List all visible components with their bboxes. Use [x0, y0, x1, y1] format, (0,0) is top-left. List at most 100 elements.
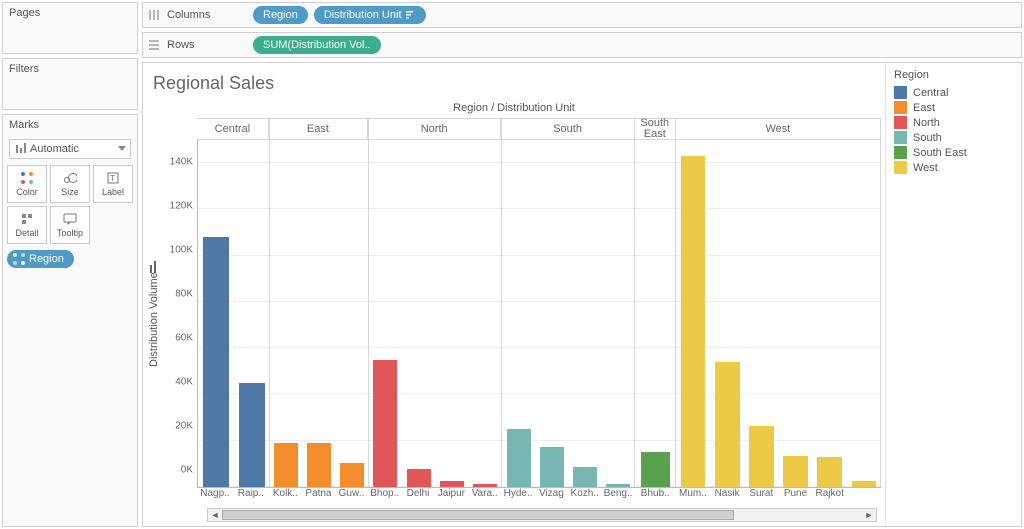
- color-icon: [20, 171, 34, 185]
- legend-item[interactable]: West: [894, 160, 1013, 175]
- x-label: Bhop..: [370, 488, 399, 499]
- scroll-right-button[interactable]: ►: [862, 509, 876, 521]
- legend-item[interactable]: North: [894, 115, 1013, 130]
- svg-text:T: T: [110, 174, 115, 183]
- legend-swatch: [894, 146, 907, 159]
- y-tick: 120K: [170, 201, 193, 212]
- y-tick: 20K: [175, 421, 193, 432]
- legend-title: Region: [894, 69, 1013, 81]
- columns-shelf[interactable]: Columns Region Distribution Unit: [142, 2, 1022, 28]
- rows-shelf[interactable]: Rows SUM(Distribution Vol..: [142, 32, 1022, 58]
- legend-item[interactable]: Central: [894, 85, 1013, 100]
- mark-size-button[interactable]: Size: [50, 165, 90, 203]
- x-label: Mum..: [679, 488, 707, 499]
- x-label: Rajkot: [816, 488, 844, 499]
- bar[interactable]: [852, 481, 877, 487]
- marks-type-value: Automatic: [30, 143, 79, 155]
- bar[interactable]: [203, 237, 229, 487]
- legend-item[interactable]: East: [894, 100, 1013, 115]
- row-pill-sum-distribution[interactable]: SUM(Distribution Vol..: [253, 36, 381, 54]
- x-label: Nagp..: [200, 488, 229, 499]
- bar[interactable]: [641, 452, 670, 487]
- bar[interactable]: [407, 469, 431, 488]
- h-scrollbar[interactable]: ◄ ►: [207, 508, 877, 522]
- main-area: Columns Region Distribution Unit Rows SU…: [140, 0, 1024, 529]
- chart-body: Distribution Volume 0K20K40K60K80K100K12…: [147, 118, 881, 506]
- mark-detail-button[interactable]: Detail: [7, 206, 47, 244]
- legend-swatch: [894, 86, 907, 99]
- tooltip-icon: [63, 212, 77, 226]
- viz-area: Regional Sales Region / Distribution Uni…: [142, 62, 1022, 527]
- bar[interactable]: [373, 360, 397, 487]
- col-pill-distribution-unit[interactable]: Distribution Unit: [314, 6, 426, 24]
- bar[interactable]: [573, 467, 597, 487]
- legend-swatch: [894, 161, 907, 174]
- x-label: Kozh..: [571, 488, 599, 499]
- legend-item[interactable]: South East: [894, 145, 1013, 160]
- columns-icon: [147, 9, 161, 21]
- legend-item[interactable]: South: [894, 130, 1013, 145]
- legend-label: South: [913, 132, 942, 144]
- rows-label: Rows: [167, 39, 247, 51]
- y-axis-label: Distribution Volume: [147, 118, 161, 506]
- bar[interactable]: [507, 429, 531, 487]
- scroll-track[interactable]: [222, 509, 862, 521]
- x-label: Kolk..: [273, 488, 298, 499]
- legend-label: South East: [913, 147, 967, 159]
- marks-type-select[interactable]: Automatic: [9, 139, 131, 159]
- x-label: Pune: [784, 488, 807, 499]
- bar[interactable]: [715, 362, 740, 487]
- size-icon: [63, 171, 77, 185]
- col-pill-region[interactable]: Region: [253, 6, 308, 24]
- pages-shelf[interactable]: Pages: [2, 2, 138, 54]
- legend-label: Central: [913, 87, 948, 99]
- x-label: Hyde..: [504, 488, 533, 499]
- x-axis-labels: Nagp..Raip..Kolk..PatnaGuw..Bhop..DelhiJ…: [197, 488, 881, 506]
- filters-shelf[interactable]: Filters: [2, 58, 138, 110]
- bar[interactable]: [307, 443, 331, 487]
- bar[interactable]: [340, 463, 364, 487]
- x-label: Jaipur: [438, 488, 465, 499]
- mark-pill-region[interactable]: Region: [7, 250, 74, 268]
- app-root: Pages Filters Marks Automatic Color S: [0, 0, 1024, 529]
- x-label: Guw..: [339, 488, 365, 499]
- scroll-thumb[interactable]: [222, 510, 734, 520]
- bar[interactable]: [606, 484, 630, 487]
- y-tick: 40K: [175, 377, 193, 388]
- bar[interactable]: [681, 156, 706, 487]
- scroll-left-button[interactable]: ◄: [208, 509, 222, 521]
- bar[interactable]: [440, 481, 464, 487]
- marks-buttons: Color Size T Label Detail Tooltip: [3, 165, 137, 244]
- chart-title: Regional Sales: [147, 71, 881, 100]
- bar[interactable]: [274, 443, 298, 487]
- color-icon: [13, 253, 25, 265]
- bar[interactable]: [749, 426, 774, 487]
- legend-label: East: [913, 102, 935, 114]
- y-tick: 60K: [175, 333, 193, 344]
- x-label: Patna: [305, 488, 331, 499]
- legend-label: North: [913, 117, 940, 129]
- x-label: Nasik: [715, 488, 740, 499]
- column-header: Region / Distribution Unit: [147, 100, 881, 118]
- label-icon: T: [107, 171, 119, 185]
- region-divider: [676, 118, 881, 487]
- bar[interactable]: [540, 447, 564, 487]
- region-divider: [270, 118, 369, 487]
- sort-icon: [406, 10, 416, 20]
- marks-card: Marks Automatic Color Size T La: [2, 114, 138, 527]
- filters-label: Filters: [3, 59, 137, 79]
- y-tick: 100K: [170, 245, 193, 256]
- bar[interactable]: [817, 457, 842, 487]
- mark-label-button[interactable]: T Label: [93, 165, 133, 203]
- mark-color-button[interactable]: Color: [7, 165, 47, 203]
- axis-bar-icon: [149, 261, 159, 273]
- bar[interactable]: [473, 484, 497, 487]
- y-tick: 0K: [181, 465, 193, 476]
- mark-tooltip-button[interactable]: Tooltip: [50, 206, 90, 244]
- bar[interactable]: [783, 456, 808, 487]
- region-divider: [635, 118, 676, 487]
- plot-area[interactable]: [197, 140, 881, 488]
- chart: Regional Sales Region / Distribution Uni…: [143, 63, 885, 526]
- bar[interactable]: [239, 383, 265, 487]
- rows-icon: [147, 39, 161, 51]
